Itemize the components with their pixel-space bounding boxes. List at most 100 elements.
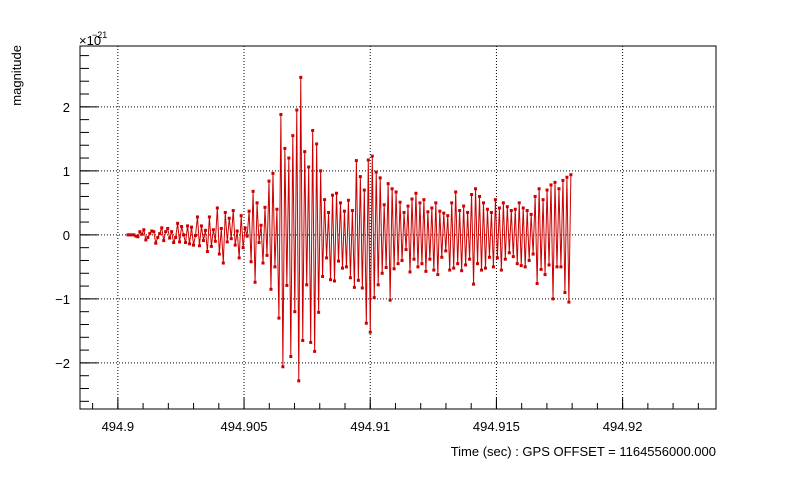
data-point bbox=[144, 238, 148, 242]
data-point bbox=[464, 263, 468, 267]
data-point bbox=[541, 198, 545, 202]
data-point bbox=[241, 246, 245, 250]
data-point bbox=[205, 250, 209, 254]
data-point bbox=[376, 283, 380, 287]
data-point bbox=[247, 209, 251, 213]
data-point bbox=[338, 201, 342, 205]
data-point bbox=[263, 205, 267, 209]
data-point bbox=[235, 229, 239, 233]
data-point bbox=[225, 240, 229, 244]
data-point bbox=[261, 261, 265, 265]
tick-labels: 494.9 494.905 494.91 494.915 494.92 −2 −1 0 1 2 bbox=[55, 100, 642, 434]
data-point bbox=[227, 216, 231, 220]
data-point bbox=[333, 279, 337, 283]
data-point bbox=[279, 113, 283, 116]
data-point bbox=[340, 266, 344, 270]
data-point bbox=[509, 209, 513, 213]
data-point bbox=[186, 224, 190, 228]
data-point bbox=[388, 298, 392, 302]
data-point bbox=[527, 258, 531, 262]
data-point bbox=[231, 209, 235, 213]
data-point bbox=[301, 339, 305, 342]
data-point bbox=[553, 180, 557, 184]
data-point bbox=[420, 262, 424, 266]
data-point bbox=[154, 241, 158, 245]
y-tick-label: 1 bbox=[63, 164, 70, 179]
data-point bbox=[476, 262, 480, 266]
data-point bbox=[474, 187, 478, 191]
data-point bbox=[380, 271, 384, 275]
data-point bbox=[384, 266, 388, 270]
data-point bbox=[454, 190, 458, 194]
y-exponent-power: −21 bbox=[92, 30, 107, 40]
data-point bbox=[386, 182, 390, 186]
axis-ticks bbox=[80, 55, 699, 409]
x-tick-label: 494.905 bbox=[221, 419, 268, 434]
data-point bbox=[442, 211, 446, 215]
data-point bbox=[414, 191, 418, 195]
data-point bbox=[126, 233, 130, 237]
data-point bbox=[331, 193, 335, 197]
data-point bbox=[199, 224, 203, 228]
data-point bbox=[192, 243, 195, 247]
y-tick-label: −2 bbox=[55, 356, 70, 371]
data-point bbox=[184, 241, 188, 245]
data-point bbox=[358, 175, 362, 179]
data-point bbox=[162, 239, 166, 243]
data-point bbox=[307, 165, 311, 169]
data-point bbox=[499, 268, 503, 272]
data-point bbox=[543, 273, 547, 277]
data-point bbox=[424, 269, 428, 273]
data-point bbox=[160, 226, 164, 230]
series-line bbox=[127, 77, 572, 381]
data-point bbox=[140, 232, 144, 236]
data-point bbox=[511, 255, 515, 259]
data-point bbox=[195, 215, 199, 219]
data-point bbox=[213, 239, 217, 243]
data-point bbox=[289, 355, 293, 358]
y-tick-label: −1 bbox=[55, 292, 70, 307]
data-point bbox=[525, 209, 529, 213]
data-point bbox=[370, 154, 374, 158]
data-point bbox=[382, 203, 386, 207]
data-point bbox=[271, 171, 275, 175]
data-point bbox=[450, 201, 454, 205]
x-tick-label: 494.91 bbox=[350, 419, 390, 434]
data-point bbox=[253, 280, 257, 284]
data-point bbox=[259, 223, 263, 227]
data-point bbox=[325, 256, 329, 260]
data-point bbox=[146, 235, 150, 239]
data-point bbox=[430, 206, 434, 210]
data-point bbox=[535, 282, 539, 286]
data-point bbox=[378, 176, 382, 180]
data-point bbox=[344, 265, 348, 269]
data-point bbox=[350, 209, 354, 213]
y-tick-label: 2 bbox=[63, 100, 70, 115]
grid-lines bbox=[80, 46, 716, 409]
data-point bbox=[327, 210, 331, 214]
data-point bbox=[422, 198, 426, 202]
data-point bbox=[394, 190, 398, 194]
data-point bbox=[446, 214, 450, 218]
data-point bbox=[303, 150, 307, 154]
data-point bbox=[495, 256, 499, 260]
data-point bbox=[342, 209, 346, 213]
data-point bbox=[559, 265, 563, 269]
data-point bbox=[352, 285, 356, 289]
data-point bbox=[311, 129, 315, 133]
data-point bbox=[215, 206, 219, 210]
data-point bbox=[428, 257, 432, 261]
data-point bbox=[547, 263, 551, 267]
data-point bbox=[483, 266, 487, 270]
data-point bbox=[130, 233, 134, 237]
data-point bbox=[176, 221, 180, 225]
data-point bbox=[348, 276, 352, 280]
data-point bbox=[265, 253, 269, 257]
data-point bbox=[470, 193, 474, 197]
data-point bbox=[434, 201, 438, 205]
data-point bbox=[329, 278, 333, 282]
data-point bbox=[283, 146, 287, 150]
data-point bbox=[277, 316, 281, 320]
data-point bbox=[563, 290, 567, 294]
